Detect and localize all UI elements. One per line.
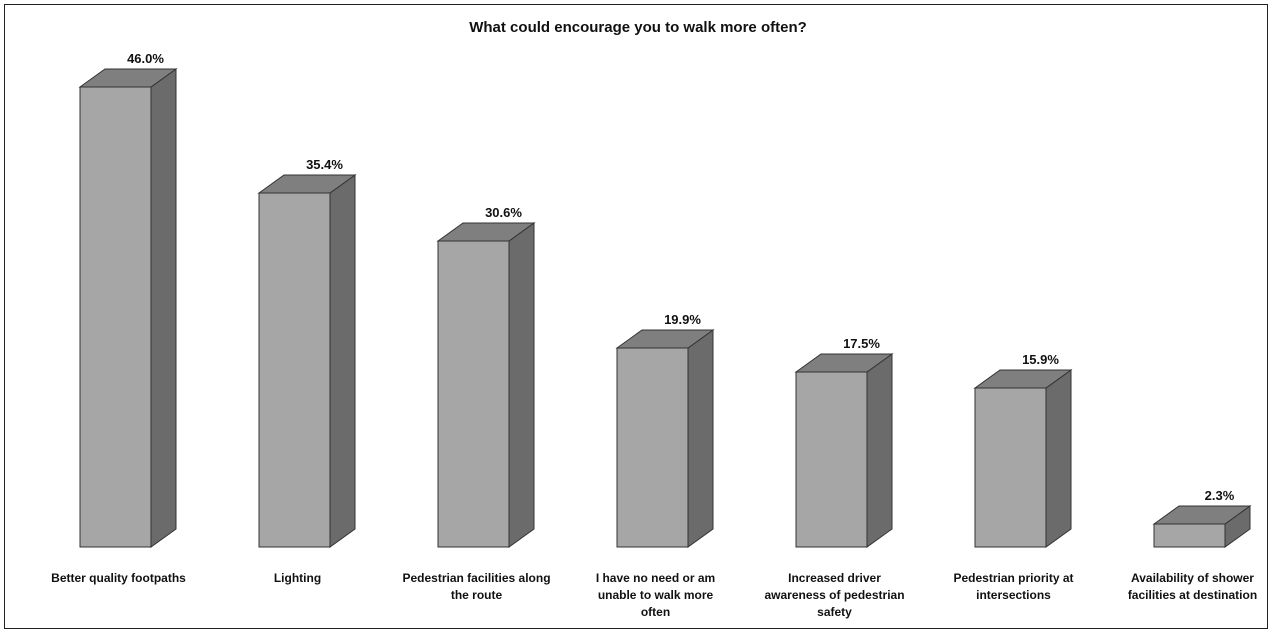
category-label-line: Increased driver <box>788 571 881 585</box>
bar-6 <box>973 369 1073 548</box>
category-label-4: I have no need or am unable to walk more o… <box>596 571 715 619</box>
value-label-5: 17.5% <box>843 336 880 351</box>
category-label-line: awareness of pedestrian <box>764 588 904 602</box>
value-label-2: 35.4% <box>306 157 343 172</box>
bar-side-face <box>508 222 535 548</box>
category-label-line: Better quality footpaths <box>51 571 186 585</box>
value-label-7: 2.3% <box>1205 488 1235 503</box>
bar-front-face <box>974 387 1047 548</box>
bar-front-face <box>437 240 510 548</box>
bar-side-face <box>866 353 893 548</box>
bar-side-face <box>687 329 714 548</box>
chart-title: What could encourage you to walk more of… <box>469 19 807 36</box>
bar-front-face <box>258 192 331 548</box>
category-label-line: Lighting <box>274 571 321 585</box>
category-label-7: Availability of shower facilities at dest… <box>1128 571 1257 602</box>
category-label-line: often <box>641 605 670 619</box>
bar-side-face <box>150 68 177 548</box>
category-label-line: intersections <box>976 588 1051 602</box>
category-label-3: Pedestrian facilities along the route <box>402 571 550 602</box>
value-label-1: 46.0% <box>127 51 164 66</box>
bar-side-face <box>329 174 356 548</box>
bar-front-face <box>79 86 152 548</box>
category-label-line: Pedestrian facilities along <box>402 571 550 585</box>
value-label-3: 30.6% <box>485 205 522 220</box>
category-label-6: Pedestrian priority at intersections <box>953 571 1073 602</box>
category-label-1: Better quality footpaths <box>51 571 186 585</box>
category-label-5: Increased driver awareness of pedestrian s… <box>764 571 904 619</box>
bar-front-face <box>795 371 868 548</box>
chart-frame <box>4 4 1268 629</box>
bar-1 <box>78 68 178 548</box>
bar-5 <box>794 353 894 548</box>
category-label-2: Lighting <box>274 571 321 585</box>
bar-front-face <box>616 347 689 548</box>
value-label-4: 19.9% <box>664 312 701 327</box>
category-label-line: facilities at destination <box>1128 588 1257 602</box>
bars-group <box>78 68 1252 548</box>
bar-4 <box>615 329 715 548</box>
value-labels-group: 46.0% 35.4% 30.6% 19.9% 17.5% 15.9% 2.3% <box>127 51 1235 503</box>
category-labels-group: Better quality footpaths Lighting Pedestri… <box>51 571 1257 619</box>
category-label-line: I have no need or am <box>596 571 715 585</box>
category-label-line: Availability of shower <box>1131 571 1254 585</box>
bar-side-face <box>1045 369 1072 548</box>
bar-7 <box>1152 505 1252 548</box>
category-label-line: the route <box>451 588 503 602</box>
bar-front-face <box>1153 523 1226 548</box>
category-label-line: unable to walk more <box>598 588 714 602</box>
category-label-line: Pedestrian priority at <box>953 571 1073 585</box>
value-label-6: 15.9% <box>1022 352 1059 367</box>
bar-2 <box>257 174 357 548</box>
bar-3 <box>436 222 536 548</box>
category-label-line: safety <box>817 605 852 619</box>
